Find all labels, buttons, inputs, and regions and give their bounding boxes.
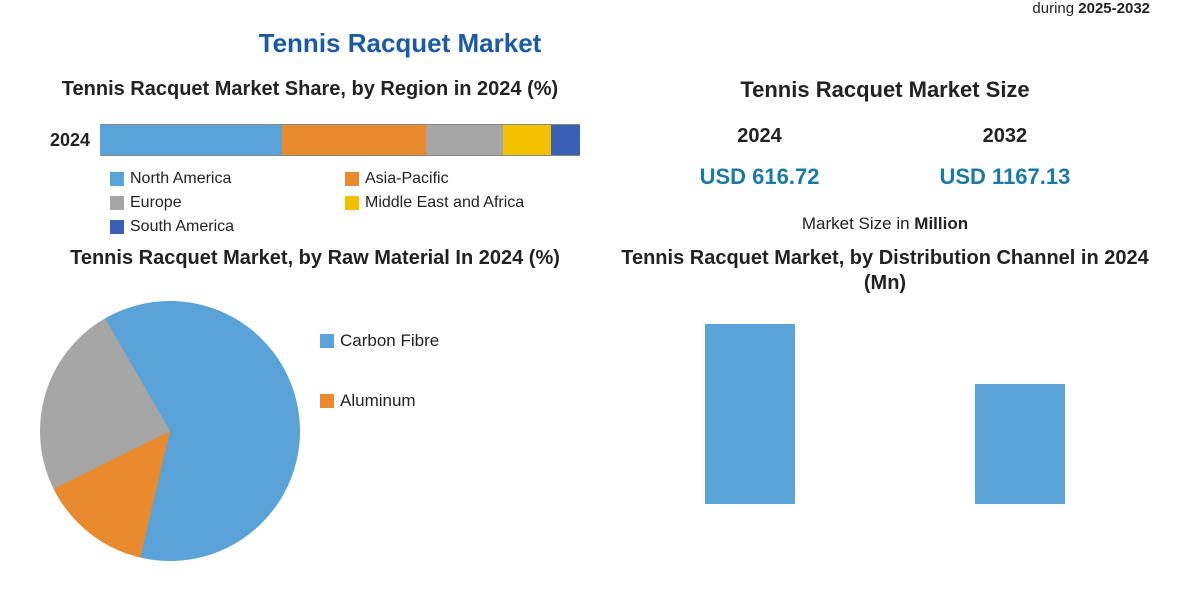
forecast-note-years: 2025-2032 bbox=[1078, 0, 1150, 17]
page-root: during 2025-2032 Tennis Racquet Market T… bbox=[0, 0, 1200, 600]
raw-material-legend: Carbon Fibre Aluminum bbox=[320, 331, 439, 411]
legend-swatch bbox=[110, 172, 124, 186]
market-size-value-1: USD 1167.13 bbox=[939, 164, 1070, 190]
legend-swatch bbox=[320, 334, 334, 348]
legend-item: Asia-Pacific bbox=[345, 170, 580, 188]
legend-item: Europe bbox=[110, 194, 345, 212]
distribution-title: Tennis Racquet Market, by Distribution C… bbox=[610, 246, 1160, 296]
legend-swatch bbox=[345, 172, 359, 186]
market-size-year-1: 2032 bbox=[939, 125, 1070, 148]
region-segment bbox=[426, 125, 503, 155]
legend-label: Carbon Fibre bbox=[340, 331, 439, 351]
legend-item: Middle East and Africa bbox=[345, 194, 580, 212]
distribution-bar bbox=[975, 384, 1065, 504]
legend-item: Carbon Fibre bbox=[320, 331, 439, 351]
legend-label: Europe bbox=[130, 194, 182, 212]
legend-item: North America bbox=[110, 170, 345, 188]
region-segment bbox=[100, 125, 282, 155]
market-size-section: Tennis Racquet Market Size 2024 USD 616.… bbox=[610, 77, 1160, 236]
market-size-value-0: USD 616.72 bbox=[700, 164, 820, 190]
legend-item: Aluminum bbox=[320, 391, 439, 411]
distribution-bar bbox=[705, 324, 795, 504]
distribution-bars bbox=[610, 314, 1160, 504]
market-size-note-bold: Million bbox=[914, 214, 968, 233]
legend-swatch bbox=[345, 196, 359, 210]
legend-label: Aluminum bbox=[340, 391, 416, 411]
market-size-columns: 2024 USD 616.72 2032 USD 1167.13 bbox=[610, 125, 1160, 190]
region-stacked-bar bbox=[100, 124, 580, 156]
forecast-period-note: during 2025-2032 bbox=[1032, 0, 1150, 17]
market-size-col-2024: 2024 USD 616.72 bbox=[700, 125, 820, 190]
market-size-unit-note: Market Size in Million bbox=[610, 214, 1160, 234]
legend-label: Asia-Pacific bbox=[365, 170, 449, 188]
raw-material-pie bbox=[40, 301, 300, 561]
legend-swatch bbox=[110, 196, 124, 210]
region-year-axis-label: 2024 bbox=[40, 130, 100, 151]
forecast-note-prefix: during bbox=[1032, 0, 1078, 17]
main-title: Tennis Racquet Market bbox=[0, 28, 1160, 59]
legend-swatch bbox=[110, 220, 124, 234]
region-bar-row: 2024 bbox=[40, 124, 580, 156]
market-size-col-2032: 2032 USD 1167.13 bbox=[939, 125, 1070, 190]
region-share-title: Tennis Racquet Market Share, by Region i… bbox=[40, 77, 580, 102]
legend-label: Middle East and Africa bbox=[365, 194, 524, 212]
legend-label: North America bbox=[130, 170, 231, 188]
legend-label: South America bbox=[130, 218, 234, 236]
distribution-section: Tennis Racquet Market, by Distribution C… bbox=[610, 246, 1160, 541]
region-segment bbox=[503, 125, 551, 155]
pie-block: Carbon Fibre Aluminum bbox=[40, 281, 590, 541]
market-size-year-0: 2024 bbox=[700, 125, 820, 148]
legend-item: South America bbox=[110, 218, 345, 236]
legend-swatch bbox=[320, 394, 334, 408]
raw-material-section: Tennis Racquet Market, by Raw Material I… bbox=[40, 246, 590, 541]
region-legend: North America Asia-Pacific Europe Middle Ea… bbox=[110, 170, 580, 236]
market-size-note-prefix: Market Size in bbox=[802, 214, 914, 233]
content-grid: Tennis Racquet Market Share, by Region i… bbox=[40, 77, 1160, 541]
region-share-section: Tennis Racquet Market Share, by Region i… bbox=[40, 77, 590, 236]
region-segment bbox=[282, 125, 426, 155]
raw-material-title: Tennis Racquet Market, by Raw Material I… bbox=[40, 246, 590, 271]
region-segment bbox=[551, 125, 580, 155]
market-size-title: Tennis Racquet Market Size bbox=[610, 77, 1160, 103]
